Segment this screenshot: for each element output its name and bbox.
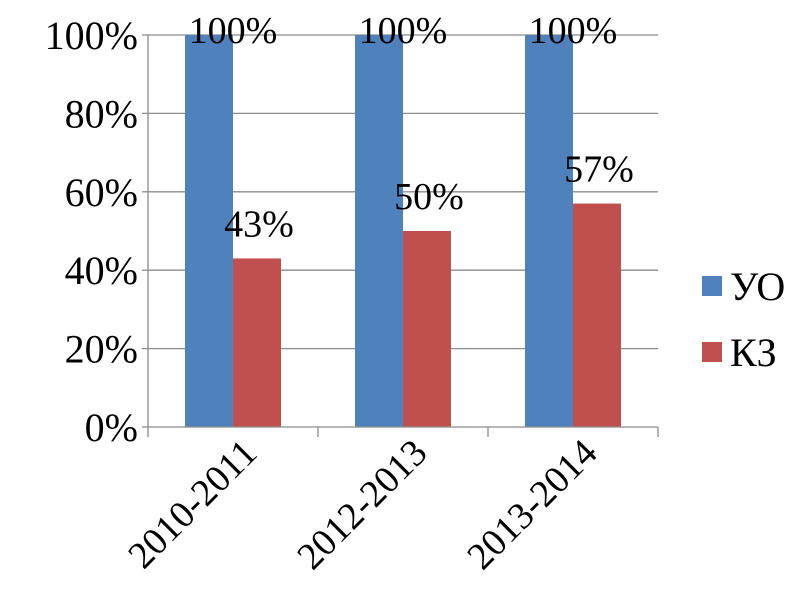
bar-kz: [573, 203, 621, 427]
legend-label: КЗ: [730, 330, 777, 375]
legend: УО КЗ: [702, 264, 785, 375]
x-category-label: 2010-2011: [120, 432, 265, 577]
data-labels: 100% 43% 100% 50% 100% 57%: [189, 10, 634, 245]
data-label: 100%: [189, 10, 278, 52]
y-tick-label: 80%: [65, 91, 138, 136]
data-label: 100%: [529, 10, 618, 52]
legend-swatch: [702, 342, 722, 362]
bar-uo: [185, 35, 233, 427]
data-label: 57%: [564, 149, 634, 191]
bars: [185, 35, 621, 427]
y-tick-label: 0%: [85, 405, 138, 450]
data-label: 50%: [394, 176, 464, 218]
legend-label: УО: [730, 264, 785, 309]
y-tick-label: 60%: [65, 170, 138, 215]
bar-uo: [525, 35, 573, 427]
data-label: 100%: [359, 10, 448, 52]
data-label: 43%: [224, 203, 294, 245]
bar-kz: [403, 231, 451, 427]
bar-kz: [233, 258, 281, 427]
y-tick-label: 20%: [65, 327, 138, 372]
x-category-label: 2013-2014: [459, 432, 605, 578]
y-tick-label: 40%: [65, 248, 138, 293]
legend-swatch: [702, 276, 722, 296]
x-category-label: 2012-2013: [289, 432, 435, 578]
y-tick-label: 100%: [45, 13, 138, 58]
bar-uo: [355, 35, 403, 427]
